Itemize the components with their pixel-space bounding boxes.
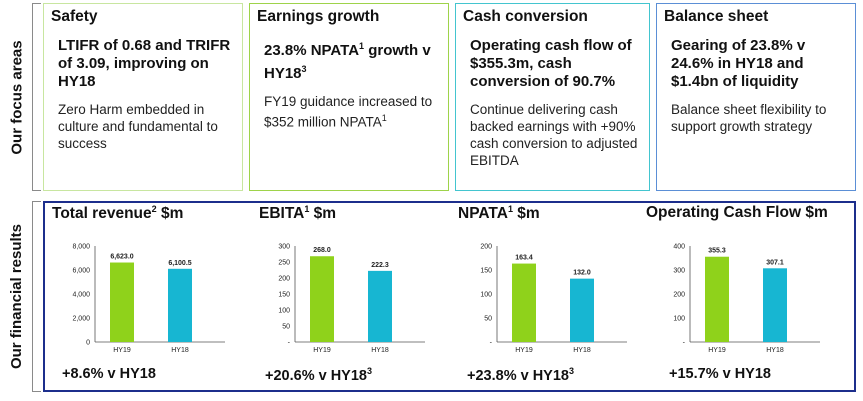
focus-card-body: FY19 guidance increased to $352 million … xyxy=(264,94,433,130)
focus-card-heading: Balance sheet xyxy=(664,8,769,25)
financial-results-bracket xyxy=(32,201,41,392)
focus-card-safety: Safety LTIFR of 0.68 and TRIFR of 3.09, … xyxy=(43,3,243,191)
y-tick-label: 150 xyxy=(480,268,492,275)
y-tick-label: 300 xyxy=(278,244,290,251)
y-tick-label: 4,000 xyxy=(72,292,90,299)
focus-card-highlight: Operating cash flow of $355.3m, cash con… xyxy=(470,37,632,90)
chart-ebita: - 50 100 150 200 250 300 268.0 HY19 222.3 HY18 xyxy=(278,244,425,354)
bar-hy19 xyxy=(110,262,134,342)
y-tick-label: 100 xyxy=(480,292,492,299)
bar-hy19 xyxy=(512,263,536,342)
y-tick-label: 200 xyxy=(673,292,685,299)
y-tick-label: 200 xyxy=(278,276,290,283)
x-tick-label: HY18 xyxy=(766,347,784,354)
y-tick-label: 250 xyxy=(278,260,290,267)
x-tick-label: HY19 xyxy=(313,347,331,354)
bar-hy19 xyxy=(310,256,334,342)
bar-hy18 xyxy=(368,270,392,342)
financial-results-label: Our financial results xyxy=(8,223,26,370)
chart-title-total-revenue: Total revenue2 $m xyxy=(52,204,184,223)
y-tick-label: 200 xyxy=(480,244,492,251)
focus-card-body: Zero Harm embedded in culture and fundam… xyxy=(58,102,218,151)
focus-card-heading: Safety xyxy=(51,8,98,25)
chart-title-ebita: EBITA1 $m xyxy=(259,204,337,223)
focus-card-highlight: Gearing of 23.8% v 24.6% in HY18 and $1.… xyxy=(671,37,806,90)
focus-card-heading: Earnings growth xyxy=(257,8,380,25)
focus-card-body: Continue delivering cash backed earnings… xyxy=(470,102,638,168)
chart-title-npata: NPATA1 $m xyxy=(458,204,540,223)
y-tick-label: 100 xyxy=(278,308,290,315)
focus-card-earnings-growth: Earnings growth 23.8% NPATA1 growth v HY… xyxy=(249,3,449,191)
focus-areas-bracket xyxy=(32,3,41,191)
financial-results-frame xyxy=(43,201,856,392)
y-tick-label: - xyxy=(288,340,291,347)
y-tick-label: 100 xyxy=(673,316,685,323)
focus-card-cash-conversion: Cash conversion Operating cash flow of $… xyxy=(455,3,650,191)
x-tick-label: HY18 xyxy=(371,347,389,354)
focus-card-highlight: 23.8% NPATA1 growth v HY183 xyxy=(264,41,431,82)
chart-total-revenue: 0 2,000 4,000 6,000 8,000 6,623.0 HY19 6,100.5 H… xyxy=(72,244,225,354)
bar-hy18 xyxy=(570,278,594,342)
focus-areas-label: Our focus areas xyxy=(8,39,26,155)
growth-npata: +23.8% v HY183 xyxy=(467,366,574,384)
data-label: 222.3 xyxy=(371,262,389,269)
y-tick-label: 150 xyxy=(278,292,290,299)
y-tick-label: 400 xyxy=(673,244,685,251)
y-tick-label: 8,000 xyxy=(72,244,90,251)
y-tick-label: 0 xyxy=(86,340,90,347)
data-label: 355.3 xyxy=(708,248,726,255)
x-tick-label: HY18 xyxy=(573,347,591,354)
chart-npata: - 50 100 150 200 163.4 HY19 132.0 HY18 xyxy=(480,244,627,354)
bar-hy18 xyxy=(168,268,192,342)
x-tick-label: HY18 xyxy=(171,347,189,354)
y-tick-label: 6,000 xyxy=(72,268,90,275)
y-tick-label: 2,000 xyxy=(72,316,90,323)
y-tick-label: 50 xyxy=(484,316,492,323)
focus-card-highlight: LTIFR of 0.68 and TRIFR of 3.09, improvi… xyxy=(58,37,231,90)
y-tick-label: 300 xyxy=(673,268,685,275)
data-label: 268.0 xyxy=(313,247,331,254)
data-label: 6,623.0 xyxy=(110,254,133,261)
bar-hy18 xyxy=(763,268,787,342)
y-tick-label: - xyxy=(490,340,493,347)
x-tick-label: HY19 xyxy=(515,347,533,354)
data-label: 163.4 xyxy=(515,255,533,262)
x-tick-label: HY19 xyxy=(113,347,131,354)
growth-total-revenue: +8.6% v HY18 xyxy=(62,366,156,382)
bar-hy19 xyxy=(705,256,729,342)
focus-card-balance-sheet: Balance sheet Gearing of 23.8% v 24.6% i… xyxy=(656,3,856,191)
chart-operating-cash-flow: - 100 200 300 400 355.3 HY19 307.1 HY18 xyxy=(673,244,820,354)
growth-operating-cash-flow: +15.7% v HY18 xyxy=(669,366,771,382)
y-tick-label: - xyxy=(683,340,686,347)
data-label: 307.1 xyxy=(766,259,784,266)
data-label: 6,100.5 xyxy=(168,260,191,267)
data-label: 132.0 xyxy=(573,270,591,277)
focus-card-body: Balance sheet flexibility to support gro… xyxy=(671,102,827,134)
y-tick-label: 50 xyxy=(282,324,290,331)
x-tick-label: HY19 xyxy=(708,347,726,354)
growth-ebita: +20.6% v HY183 xyxy=(265,366,372,384)
chart-title-operating-cash-flow: Operating Cash Flow $m xyxy=(646,204,828,221)
focus-card-heading: Cash conversion xyxy=(463,8,588,25)
